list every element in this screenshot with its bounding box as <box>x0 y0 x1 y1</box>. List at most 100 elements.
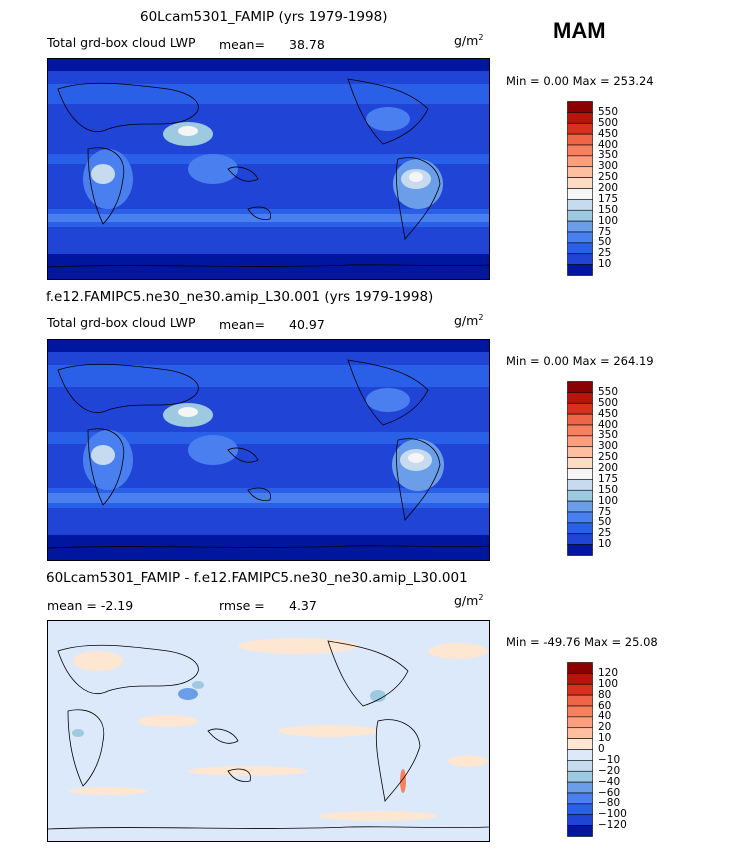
colorbar-swatch <box>567 749 593 761</box>
colorbar-swatch <box>567 402 593 415</box>
colorbar-tick-label: 75 <box>598 225 612 238</box>
panel-2-variable-label: Total grd-box cloud LWP <box>47 315 196 330</box>
panel-2-min-max: Min = 0.00 Max = 264.19 <box>506 354 654 368</box>
panel-3-map <box>47 620 490 842</box>
colorbar-swatch <box>567 770 593 783</box>
colorbar-tick-label: 350 <box>598 429 619 442</box>
panel-3-colorbar: 120 100 80 60 40 20 10 0 −10 −20 −40 −60 −80 −100 −120 <box>567 662 627 837</box>
panel-1-units: g/m2 <box>454 33 484 49</box>
colorbar-tick-label: 400 <box>598 138 619 151</box>
colorbar-tick-label: 350 <box>598 149 619 162</box>
colorbar-swatch <box>567 220 593 233</box>
colorbar-swatch <box>567 716 593 729</box>
colorbar-tick-label: 75 <box>598 505 612 518</box>
colorbar-swatch <box>567 424 593 437</box>
panel-1-colorbar: 550 500 450 400 350 300 250 200 175 150 100 75 50 25 1… <box>567 101 618 276</box>
colorbar-swatch <box>567 188 593 200</box>
panel-1-min-max: Min = 0.00 Max = 253.24 <box>506 74 654 88</box>
colorbar-swatch <box>567 381 593 393</box>
colorbar-swatch <box>567 122 593 135</box>
colorbar-tick-label: 250 <box>598 171 619 184</box>
colorbar-tick-label: 300 <box>598 440 619 453</box>
colorbar-tick-label: 100 <box>598 494 619 507</box>
colorbar-tick-label: −100 <box>598 808 627 821</box>
colorbar-swatch <box>567 500 593 513</box>
colorbar-tick-label: 175 <box>598 192 619 205</box>
colorbar-tick-label: −60 <box>598 786 621 799</box>
panel-3-rmse-value: 4.37 <box>289 598 317 613</box>
colorbar-swatch <box>567 683 593 696</box>
colorbar-swatch <box>567 133 593 146</box>
colorbar-swatch <box>567 264 593 276</box>
colorbar-swatch <box>567 177 593 189</box>
panel-1-title: 60Lcam5301_FAMIP (yrs 1979-1998) <box>140 9 388 25</box>
panel-1-map <box>47 58 490 280</box>
colorbar-tick-label: 50 <box>598 516 612 529</box>
colorbar-swatch <box>567 101 593 113</box>
colorbar-swatch <box>567 803 593 816</box>
colorbar-tick-label: −10 <box>598 753 621 766</box>
colorbar-swatch <box>567 825 593 837</box>
colorbar-tick-label: 25 <box>598 527 612 540</box>
colorbar-tick-label: 150 <box>598 203 619 216</box>
colorbar-tick-label: 450 <box>598 407 619 420</box>
panel-2-colorbar: 550 500 450 400 350 300 250 200 175 150 100 75 50 25 1… <box>567 381 618 556</box>
colorbar-tick-label: 120 <box>598 666 619 679</box>
colorbar-tick-label: 250 <box>598 451 619 464</box>
panel-1-mean-label: mean= <box>219 37 265 52</box>
colorbar-swatch <box>567 144 593 157</box>
colorbar-tick-label: 175 <box>598 472 619 485</box>
colorbar-swatch <box>567 694 593 707</box>
colorbar-tick-label: 10 <box>598 538 612 551</box>
colorbar-tick-label: 40 <box>598 710 612 723</box>
colorbar-swatch <box>567 792 593 805</box>
colorbar-tick-label: 25 <box>598 247 612 260</box>
colorbar-swatch <box>567 166 593 178</box>
colorbar-tick-label: 400 <box>598 418 619 431</box>
colorbar-tick-label: 150 <box>598 483 619 496</box>
panel-1-variable-label: Total grd-box cloud LWP <box>47 35 196 50</box>
colorbar-swatch <box>567 479 593 491</box>
panel-1-mean-value: 38.78 <box>289 37 325 52</box>
colorbar-swatch <box>567 522 593 535</box>
colorbar-swatch <box>567 468 593 480</box>
colorbar-tick-label: 200 <box>598 462 619 474</box>
panel-3-min-max: Min = -49.76 Max = 25.08 <box>506 635 658 649</box>
colorbar-swatch <box>567 155 593 168</box>
panel-3-units: g/m2 <box>454 593 484 609</box>
colorbar-swatch <box>567 705 593 718</box>
colorbar-tick-label: −80 <box>598 797 621 810</box>
panel-2-mean-label: mean= <box>219 317 265 332</box>
panel-2-map <box>47 339 490 561</box>
colorbar-tick-label: 550 <box>598 105 619 118</box>
colorbar-swatch <box>567 760 593 772</box>
colorbar-swatch <box>567 727 593 739</box>
season-label: MAM <box>553 18 606 43</box>
colorbar-tick-label: 300 <box>598 160 619 173</box>
colorbar-tick-label: 10 <box>598 258 612 271</box>
colorbar-swatch <box>567 112 593 124</box>
colorbar-swatch <box>567 673 593 685</box>
colorbar-swatch <box>567 242 593 255</box>
colorbar-swatch <box>567 446 593 458</box>
colorbar-swatch <box>567 253 593 265</box>
colorbar-swatch <box>567 814 593 826</box>
colorbar-swatch <box>567 738 593 750</box>
colorbar-tick-label: 500 <box>598 116 619 129</box>
colorbar-tick-label: 10 <box>598 732 612 745</box>
colorbar-tick-label: 100 <box>598 214 619 227</box>
colorbar-swatch <box>567 489 593 502</box>
colorbar-swatch <box>567 413 593 426</box>
colorbar-swatch <box>567 231 593 244</box>
colorbar-swatch <box>567 199 593 211</box>
panel-3-title: 60Lcam5301_FAMIP - f.e12.FAMIPC5.ne30_ne… <box>46 570 468 586</box>
colorbar-swatch <box>567 544 593 556</box>
panel-2-title: f.e12.FAMIPC5.ne30_ne30.amip_L30.001 (yr… <box>46 289 434 305</box>
panel-2-mean-value: 40.97 <box>289 317 325 332</box>
colorbar-swatch <box>567 781 593 794</box>
colorbar-tick-label: −120 <box>598 819 627 832</box>
colorbar-tick-label: −20 <box>598 764 621 777</box>
panel-2-units: g/m2 <box>454 313 484 329</box>
colorbar-tick-label: 500 <box>598 396 619 409</box>
colorbar-tick-label: 50 <box>598 236 612 249</box>
